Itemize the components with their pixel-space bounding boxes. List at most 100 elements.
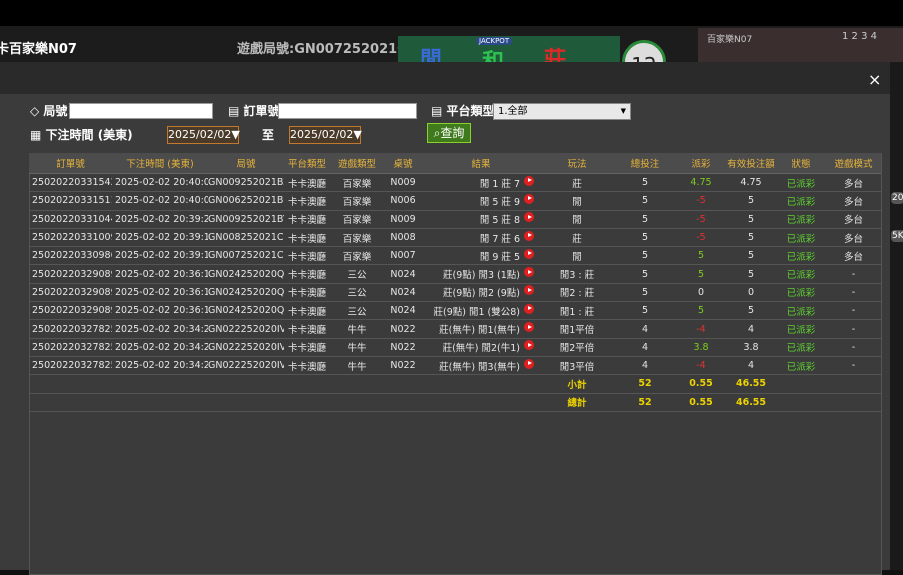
- play-icon[interactable]: [524, 212, 534, 223]
- cell-text: GN008252021CU: [208, 232, 284, 244]
- cell-text: 莊: [572, 178, 582, 190]
- date-from[interactable]: 2025/02/02▼: [167, 126, 240, 144]
- cell-text: 卡卡澳廳: [287, 361, 326, 373]
- cell-text: N024: [390, 286, 416, 298]
- cell-text: 4: [641, 323, 649, 335]
- cell-text: -: [851, 360, 856, 372]
- cell: 閒2 : 莊: [540, 283, 614, 303]
- cell-text: 2025-02-02 20:36:17: [115, 305, 208, 317]
- play-icon[interactable]: [524, 322, 534, 333]
- play-icon[interactable]: [524, 175, 534, 186]
- cell: 已派彩: [776, 191, 826, 211]
- play-icon[interactable]: [524, 340, 534, 351]
- cell-text: 多台: [843, 233, 863, 245]
- cell: 多台: [826, 173, 881, 193]
- cell-text: 250202203290893: [32, 305, 112, 317]
- close-button[interactable]: ×: [868, 70, 882, 89]
- round-label: 遊戲局號:GN007252021CO: [237, 42, 418, 57]
- column-header: 下注時間 (美東): [112, 153, 208, 174]
- cell-text: 250202203278257: [32, 341, 112, 353]
- date-to[interactable]: 2025/02/02▼: [289, 126, 362, 144]
- cell-text: GN022252020IV: [208, 323, 284, 335]
- cell: N022: [384, 319, 422, 339]
- platform-select[interactable]: 1.全部 ▼: [493, 103, 631, 120]
- cell-text: -5: [696, 195, 706, 207]
- cell: 4: [614, 338, 676, 357]
- cell-text: 5: [641, 250, 649, 262]
- order-input[interactable]: [278, 103, 417, 119]
- cell-text: 已派彩: [786, 361, 816, 373]
- cell-text: 卡卡澳廳: [287, 196, 326, 208]
- cell-text: -4: [696, 323, 706, 335]
- cell-text: 46.55: [735, 378, 767, 390]
- play-icon[interactable]: [524, 303, 534, 314]
- cell: 5: [726, 191, 776, 211]
- cell-text: 250202203290894: [32, 286, 112, 298]
- cell: 已派彩: [776, 173, 826, 193]
- cell-text: 已派彩: [786, 306, 816, 318]
- play-icon[interactable]: [524, 267, 534, 278]
- bet-row: 2502022033100912025-02-02 20:39:19GN0082…: [29, 228, 881, 248]
- cell-text: 閒2 : 莊: [559, 288, 595, 300]
- cell: GN024252020Q5: [208, 264, 284, 284]
- cell-text: N022: [390, 341, 416, 353]
- cell-text: -: [851, 305, 856, 317]
- cell-text: 4: [641, 341, 649, 353]
- cell: 5: [614, 246, 676, 266]
- play-icon[interactable]: [524, 248, 534, 259]
- bet-row: 2502022032908952025-02-02 20:36:17GN0242…: [29, 264, 881, 284]
- cell-text: 4: [747, 323, 755, 335]
- cell: 卡卡澳廳: [284, 191, 330, 211]
- play-icon[interactable]: [524, 230, 534, 241]
- cell-text: -: [851, 286, 856, 298]
- cell: 閒 7 莊 6: [422, 228, 540, 248]
- cell: 46.55: [726, 393, 776, 412]
- column-header: 平台類型: [284, 153, 330, 174]
- label-text: 訂單號: [243, 104, 280, 118]
- cell: N006: [384, 191, 422, 211]
- cell-text: 2025-02-02 20:34:22: [115, 341, 208, 353]
- cell: 莊(9點) 閒2 (9點): [422, 283, 540, 303]
- column-header: 遊戲模式: [826, 153, 881, 174]
- cell: 已派彩: [776, 210, 826, 229]
- cell: 多台: [826, 228, 881, 248]
- cell: 3.8: [676, 338, 726, 357]
- cell: 牛牛: [330, 319, 384, 339]
- cell-text: 已派彩: [786, 343, 816, 355]
- cell-text: -: [851, 341, 856, 353]
- cell: 4: [614, 356, 676, 376]
- cell: 卡卡澳廳: [284, 210, 330, 229]
- cell: 已派彩: [776, 264, 826, 284]
- column-header: 訂單號: [29, 153, 112, 174]
- cell: -5: [676, 210, 726, 229]
- play-icon[interactable]: [524, 193, 534, 204]
- cell: GN022252020IV: [208, 356, 284, 376]
- cell: 閒1平倍: [540, 319, 614, 339]
- cell-text: GN009252021BZ: [208, 177, 284, 189]
- cell-text: N024: [390, 305, 416, 317]
- cell-text: 52: [638, 396, 652, 408]
- play-icon[interactable]: [524, 285, 534, 296]
- cell-text: N024: [390, 268, 416, 280]
- cell-text: 250202203310449: [32, 213, 112, 225]
- cell: GN022252020IV: [208, 319, 284, 339]
- cell: [29, 393, 112, 412]
- cell-text: 卡卡澳廳: [287, 325, 326, 337]
- cell: 5: [676, 264, 726, 284]
- cell: 2025-02-02 20:34:22: [112, 356, 208, 376]
- cell-text: 已派彩: [786, 196, 816, 208]
- play-icon[interactable]: [524, 358, 534, 369]
- round-input[interactable]: [69, 103, 213, 119]
- cell: 閒3 : 莊: [540, 264, 614, 284]
- cell-text: 已派彩: [786, 325, 816, 337]
- cell: 2025-02-02 20:36:17: [112, 283, 208, 303]
- cell: 閒 9 莊 5: [422, 246, 540, 266]
- cell-text: -: [851, 268, 856, 280]
- cell-text: 多台: [843, 251, 863, 263]
- cell-text: 已派彩: [786, 215, 816, 227]
- cell-text: 莊(無牛) 閒3(無牛): [439, 361, 520, 373]
- cell: 多台: [826, 191, 881, 211]
- cell-text: GN024252020Q5: [208, 286, 284, 298]
- cell: 閒: [540, 246, 614, 266]
- query-button[interactable]: ⌕查詢: [427, 123, 471, 143]
